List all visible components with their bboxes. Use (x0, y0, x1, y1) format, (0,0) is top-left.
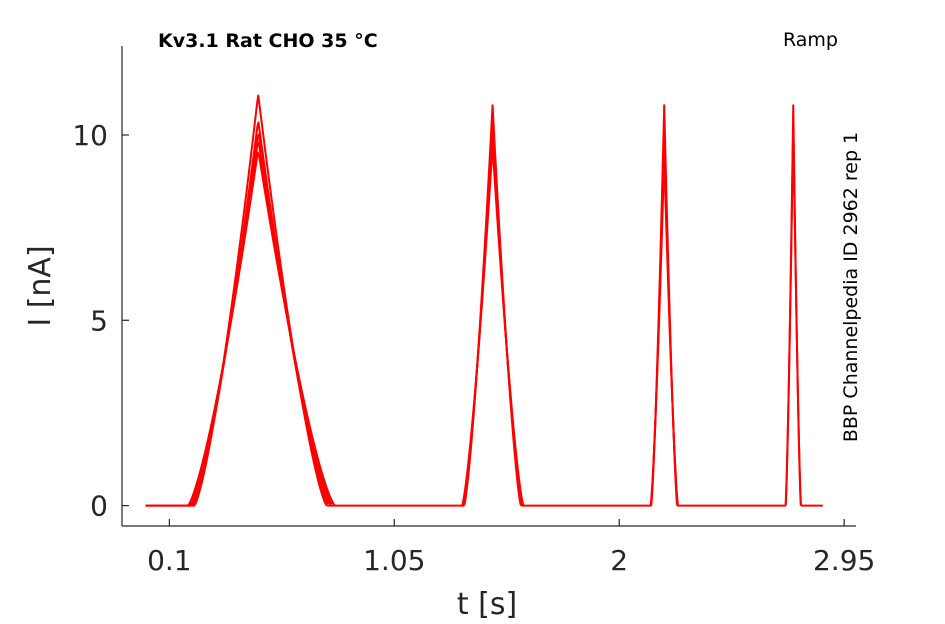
y-axis-label: I [nA] (23, 245, 58, 326)
x-axis-label: t [s] (457, 587, 517, 622)
x-ticks: 0.1 1.05 2 2.95 (147, 519, 875, 577)
x-tick-label: 0.1 (147, 544, 192, 577)
trace-peak-1-sweep-1 (145, 94, 328, 507)
trace-peak-2-sweep-1 (463, 104, 522, 506)
trace-peak-1-sweep-2 (191, 121, 329, 507)
x-tick-label: 2 (610, 544, 628, 577)
x-tick-label: 2.95 (813, 544, 875, 577)
chart-title: Kv3.1 Rat CHO 35 °C (158, 30, 378, 52)
side-label: BBP Channelpedia ID 2962 rep 1 (840, 132, 862, 442)
y-tick-label: 0 (90, 490, 108, 523)
trace-peak-2-sweep-4 (461, 148, 525, 506)
trace-peak-3-sweep-3 (649, 158, 680, 506)
x-tick-label: 1.05 (363, 544, 425, 577)
protocol-label: Ramp (783, 29, 838, 51)
trace-peak-1-sweep-3 (190, 133, 332, 507)
trace-group (145, 94, 823, 507)
y-ticks: 0 5 10 (72, 119, 129, 523)
y-tick-label: 5 (90, 304, 108, 337)
y-tick-label: 10 (72, 119, 108, 152)
trace-peak-4-sweep-2 (784, 124, 803, 506)
trace-peak-2-sweep-2 (462, 124, 523, 506)
trace-peak-1-sweep-5 (187, 151, 336, 507)
